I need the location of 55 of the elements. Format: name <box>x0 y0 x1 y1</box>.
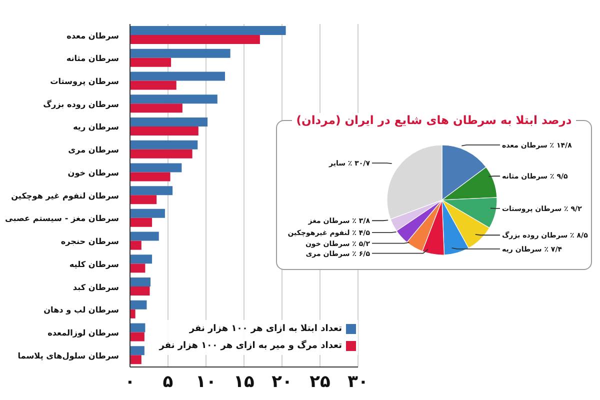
x-tick-label: ۲۰ <box>272 372 292 392</box>
y-tick-label: سرطان معده <box>66 30 120 40</box>
y-tick-label: سرطان لنفوم غیر هوچکین <box>11 190 120 200</box>
legend-label: تعداد ابتلا به ازای هر ۱۰۰ هزار نفر <box>189 323 342 335</box>
y-tick-label: سرطان کلیه <box>69 258 120 269</box>
bar <box>130 278 151 287</box>
bar <box>130 126 198 136</box>
bar <box>130 140 198 150</box>
bar <box>130 35 260 44</box>
y-tick-label: سرطان سلول‌های پلاسما <box>18 350 120 360</box>
bar <box>130 172 170 182</box>
bar <box>130 208 165 218</box>
bar <box>130 163 182 172</box>
y-tick-label: سرطان روده بزرگ <box>43 98 120 109</box>
y-tick-label: سرطان لب و دهان <box>44 304 120 315</box>
y-tick-label: سرطان لوزالمعده <box>48 328 120 338</box>
bar <box>130 332 144 342</box>
bar <box>130 323 146 332</box>
x-tick-label: ۵ <box>162 372 174 392</box>
bar <box>130 195 157 204</box>
y-tick-label: سرطان مثانه <box>66 53 120 64</box>
bar <box>130 309 136 318</box>
bar <box>130 94 218 104</box>
y-tick-label: سرطان مغز - سیستم عصبی <box>5 213 120 224</box>
y-tick-label: سرطان پروستات <box>50 76 120 86</box>
x-tick-label: ۲۵ <box>310 372 330 392</box>
bar <box>130 72 225 81</box>
bar <box>130 232 159 241</box>
y-tick-label: سرطان حنجره <box>60 236 120 246</box>
bar <box>130 346 144 356</box>
bar <box>130 355 142 364</box>
bar <box>130 240 142 250</box>
bar <box>130 117 208 126</box>
x-tick-label: ۱۵ <box>234 372 254 392</box>
x-tick-label: ۰ <box>124 372 136 392</box>
chart-title: درصد ابتلا به سرطان های شایع در ایران (مردان) <box>292 113 576 127</box>
bar <box>130 149 192 158</box>
bar <box>130 286 150 296</box>
bar <box>130 48 230 58</box>
y-tick-label: سرطان کبد <box>72 282 120 292</box>
legend-label: تعداد مرگ و میر به ازای هر ۱۰۰ هزار نفر <box>159 340 342 352</box>
bar <box>130 104 182 113</box>
bar <box>130 58 172 67</box>
y-tick-label: سرطان مری <box>68 144 120 155</box>
bar <box>130 80 176 90</box>
x-tick-label: ۳۰ <box>348 372 368 392</box>
y-tick-label: سرطان خون <box>68 167 120 178</box>
x-tick-label: ۱۰ <box>196 372 216 392</box>
bar <box>130 264 146 273</box>
bar <box>130 254 152 264</box>
y-tick-label: سرطان ریه <box>73 122 120 132</box>
bar <box>130 186 173 196</box>
bar <box>130 218 152 227</box>
bar <box>130 26 286 35</box>
bar <box>130 300 147 310</box>
